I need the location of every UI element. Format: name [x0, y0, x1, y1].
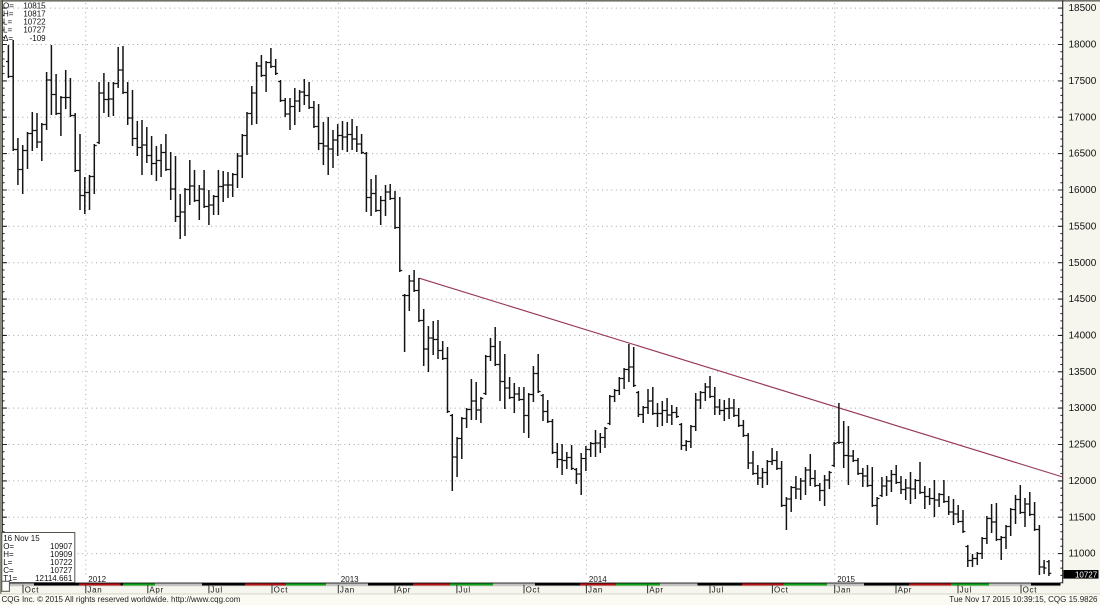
svg-text:Jan: Jan: [87, 585, 102, 594]
svg-text:Apr: Apr: [649, 585, 664, 594]
svg-text:Apr: Apr: [149, 585, 164, 594]
svg-text:Oct: Oct: [274, 585, 289, 594]
svg-text:16 Nov 15: 16 Nov 15: [3, 534, 40, 543]
svg-text:Oct: Oct: [25, 585, 40, 594]
svg-text:Oct: Oct: [1023, 585, 1038, 594]
svg-text:12114.661: 12114.661: [35, 574, 73, 583]
svg-text:12000: 12000: [1069, 476, 1097, 487]
svg-text:Jan: Jan: [836, 585, 851, 594]
svg-text:L=: L=: [3, 18, 12, 27]
svg-text:H=: H=: [3, 550, 14, 559]
svg-text:L=: L=: [3, 26, 12, 35]
svg-text:11500: 11500: [1069, 512, 1097, 523]
svg-text:T1=: T1=: [3, 574, 17, 583]
svg-text:2013: 2013: [341, 575, 359, 584]
svg-text:Δ=: Δ=: [3, 34, 13, 43]
svg-text:Jul: Jul: [712, 585, 724, 594]
svg-text:O=: O=: [3, 542, 14, 551]
svg-text:10909: 10909: [50, 550, 73, 559]
svg-text:Apr: Apr: [898, 585, 913, 594]
svg-text:11000: 11000: [1069, 549, 1097, 560]
svg-text:2012: 2012: [88, 575, 106, 584]
svg-text:10817: 10817: [23, 10, 46, 19]
svg-text:CQG Inc. © 2015 All rights res: CQG Inc. © 2015 All rights reserved worl…: [2, 595, 241, 604]
svg-text:10727: 10727: [1075, 570, 1098, 579]
svg-text:10722: 10722: [23, 18, 46, 27]
svg-text:15000: 15000: [1069, 258, 1097, 269]
svg-text:10727: 10727: [23, 26, 46, 35]
svg-text:18000: 18000: [1069, 40, 1097, 51]
svg-text:17000: 17000: [1069, 112, 1097, 123]
svg-text:14000: 14000: [1069, 331, 1097, 342]
svg-text:10907: 10907: [50, 542, 73, 551]
svg-text:13000: 13000: [1069, 403, 1097, 414]
svg-text:17500: 17500: [1069, 76, 1097, 87]
svg-text:10727: 10727: [50, 566, 73, 575]
svg-text:2014: 2014: [589, 575, 607, 584]
svg-text:Tue Nov 17 2015 10:39:15, CQG: Tue Nov 17 2015 10:39:15, CQG 15.9826: [949, 595, 1098, 604]
svg-text:16000: 16000: [1069, 185, 1097, 196]
svg-text:O=: O=: [3, 2, 14, 11]
svg-text:13500: 13500: [1069, 367, 1097, 378]
svg-text:18500: 18500: [1069, 3, 1097, 14]
svg-text:16500: 16500: [1069, 149, 1097, 160]
svg-text:L=: L=: [3, 558, 12, 567]
svg-text:15500: 15500: [1069, 221, 1097, 232]
svg-text:Oct: Oct: [774, 585, 789, 594]
svg-text:Oct: Oct: [526, 585, 541, 594]
svg-text:Jul: Jul: [960, 585, 972, 594]
svg-text:Jan: Jan: [588, 585, 603, 594]
svg-text:H=: H=: [3, 10, 14, 19]
svg-text:12500: 12500: [1069, 440, 1097, 451]
svg-text:Jul: Jul: [459, 585, 471, 594]
svg-text:Jul: Jul: [211, 585, 223, 594]
svg-text:-109: -109: [30, 34, 47, 43]
svg-text:14500: 14500: [1069, 294, 1097, 305]
svg-text:10722: 10722: [50, 558, 73, 567]
svg-text:C=: C=: [3, 566, 14, 575]
svg-text:10815: 10815: [23, 2, 46, 11]
svg-text:Jan: Jan: [340, 585, 355, 594]
svg-text:2015: 2015: [837, 575, 855, 584]
svg-text:Apr: Apr: [397, 585, 412, 594]
